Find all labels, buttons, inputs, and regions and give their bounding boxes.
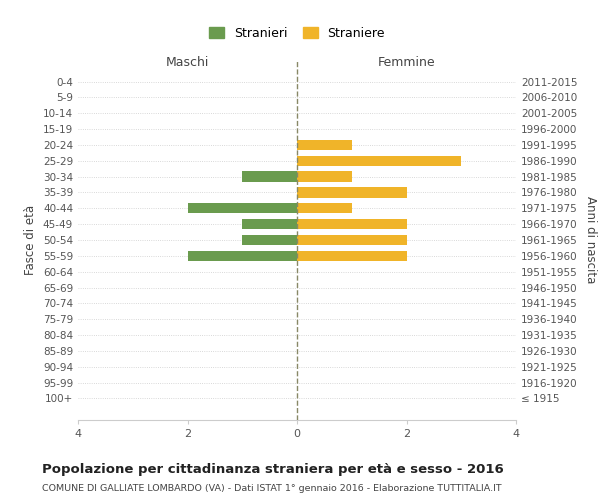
Bar [297,250,407,261]
Bar [297,219,407,230]
Y-axis label: Fasce di età: Fasce di età [25,205,37,275]
Bar [297,203,352,213]
Bar [242,235,297,245]
Bar [187,250,297,261]
Bar [297,172,352,182]
Bar [297,188,407,198]
Text: Popolazione per cittadinanza straniera per età e sesso - 2016: Popolazione per cittadinanza straniera p… [42,462,504,475]
Bar [297,235,407,245]
Legend: Stranieri, Straniere: Stranieri, Straniere [205,23,389,44]
Bar [297,140,352,150]
Y-axis label: Anni di nascita: Anni di nascita [584,196,597,284]
Text: COMUNE DI GALLIATE LOMBARDO (VA) - Dati ISTAT 1° gennaio 2016 - Elaborazione TUT: COMUNE DI GALLIATE LOMBARDO (VA) - Dati … [42,484,502,493]
Text: Femmine: Femmine [377,56,436,69]
Bar [297,156,461,166]
Bar [187,203,297,213]
Bar [242,172,297,182]
Text: Maschi: Maschi [166,56,209,69]
Bar [242,219,297,230]
